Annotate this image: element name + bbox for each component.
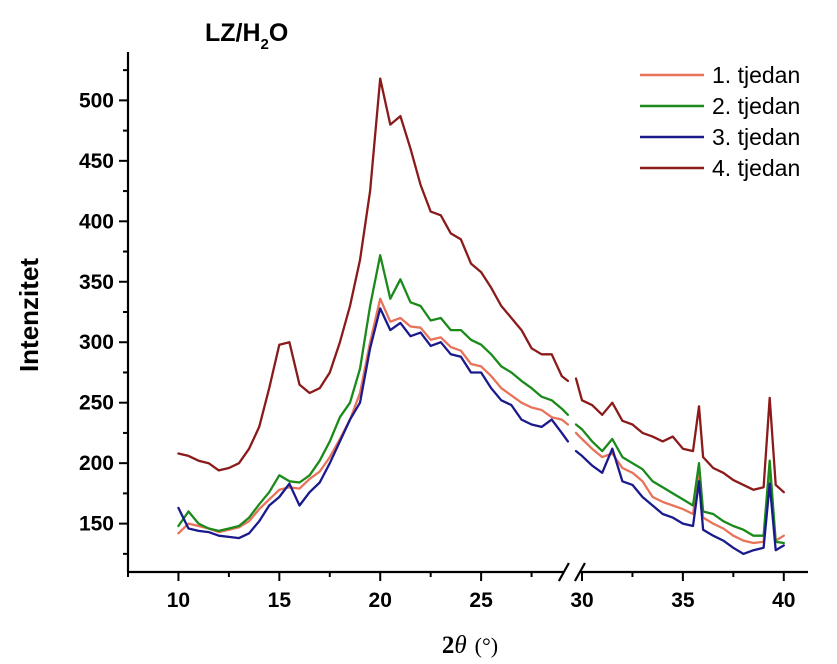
y-tick-label: 300 bbox=[79, 331, 114, 354]
x-tick-label: 35 bbox=[671, 589, 695, 612]
axis-break-mark bbox=[573, 562, 586, 582]
series-line-3 bbox=[574, 447, 785, 556]
y-tick-label: 150 bbox=[79, 513, 114, 536]
x-tick-label: 20 bbox=[369, 589, 392, 612]
y-tick-label: 350 bbox=[79, 271, 114, 294]
x-tick-label: 25 bbox=[469, 589, 493, 612]
series-line-3 bbox=[177, 307, 570, 540]
series-line-4 bbox=[574, 377, 785, 494]
y-tick-label: 250 bbox=[79, 392, 114, 415]
series-line-1 bbox=[574, 431, 785, 545]
y-tick-label: 400 bbox=[79, 210, 114, 233]
plot-series bbox=[177, 77, 785, 556]
y-tick-label: 200 bbox=[79, 452, 114, 475]
series-line-1 bbox=[177, 297, 570, 535]
legend-label: 4. tjedan bbox=[712, 155, 800, 181]
axis-break-mark bbox=[557, 562, 570, 582]
chart-title: LZ/H2O bbox=[205, 19, 288, 53]
x-axis-label: 2θ (°) bbox=[442, 632, 498, 659]
series-line-2 bbox=[574, 423, 785, 545]
axes: 150 200 250 300 350 400 450 500 10 15 20 25 30 35 40 bbox=[79, 52, 808, 612]
x-tick-label: 30 bbox=[570, 589, 593, 612]
x-tick-label: 40 bbox=[772, 589, 795, 612]
x-tick-label: 10 bbox=[167, 589, 190, 612]
y-tick-label: 450 bbox=[79, 150, 114, 173]
legend-label: 2. tjedan bbox=[712, 93, 800, 119]
series-line-4 bbox=[177, 77, 570, 472]
x-tick-label: 15 bbox=[268, 589, 292, 612]
legend: 1. tjedan 2. tjedan 3. tjedan 4. tjedan bbox=[640, 62, 800, 181]
series-line-2 bbox=[177, 254, 570, 533]
y-axis-label: Intenzitet bbox=[14, 258, 44, 372]
y-tick-label: 500 bbox=[79, 89, 114, 112]
legend-label: 3. tjedan bbox=[712, 124, 800, 150]
legend-label: 1. tjedan bbox=[712, 62, 800, 88]
